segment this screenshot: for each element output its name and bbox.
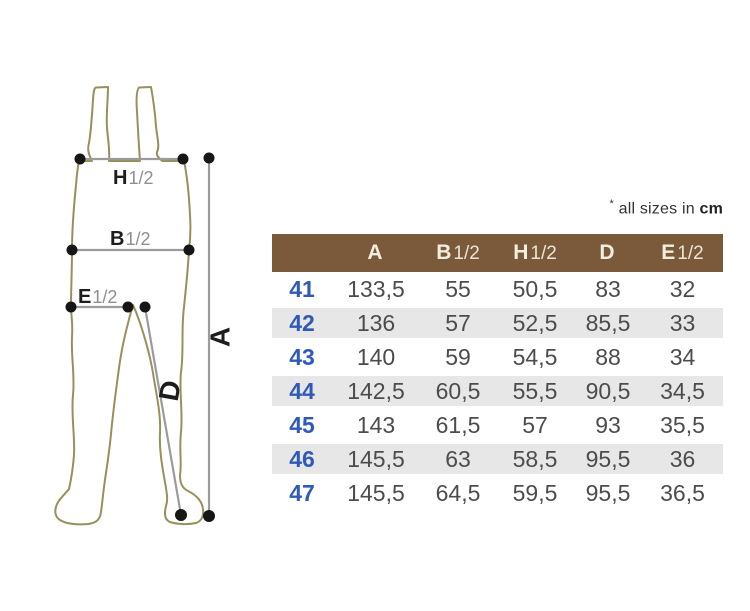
- header-cell-h: H 1/2: [513, 241, 557, 264]
- size-cell: 47: [289, 479, 315, 506]
- value-cell: 59: [445, 343, 471, 370]
- value-cell: 34,5: [660, 377, 705, 404]
- e-line-dot-right: [122, 301, 134, 313]
- value-cell: 63: [445, 445, 471, 472]
- value-cell: 36: [669, 445, 696, 472]
- value-cell: 140: [356, 343, 396, 370]
- value-cell: 85,5: [585, 309, 631, 336]
- value-cell: 33: [669, 309, 696, 336]
- table-row: 41 133,5 55 50,5 83 32: [272, 272, 723, 306]
- d-measure-line: [143, 306, 183, 516]
- e-line-dot-left: [65, 301, 77, 313]
- value-cell: 93: [595, 411, 621, 438]
- table-row: 45 143 61,5 57 93 35,5: [272, 408, 723, 442]
- units-note-text: all sizes in: [618, 200, 695, 218]
- value-cell: 136: [356, 309, 396, 336]
- h-measure-label: H1/2: [113, 167, 153, 189]
- header-cell-b: B 1/2: [436, 241, 480, 264]
- table-row: 47 145,5 64,5 59,5 95,5 36,5: [272, 476, 723, 510]
- size-table: A B 1/2 H 1/2 D E 1/2 41 133,5 55 50,5 83 32 42 13…: [272, 234, 723, 510]
- b-line-dot-right: [183, 244, 195, 256]
- size-cell: 42: [289, 309, 315, 336]
- table-row: 44 142,5 60,5 55,5 90,5 34,5: [272, 374, 723, 408]
- units-note-unit: cm: [699, 200, 723, 218]
- table-row: 46 145,5 63 58,5 95,5 36: [272, 442, 723, 476]
- value-cell: 54,5: [512, 343, 558, 370]
- value-cell: 50,5: [512, 275, 558, 302]
- value-cell: 60,5: [435, 377, 481, 404]
- table-row: 43 140 59 54,5 88 34: [272, 340, 723, 374]
- value-cell: 83: [595, 275, 621, 302]
- value-cell: 32: [669, 275, 696, 302]
- value-cell: 55,5: [512, 377, 558, 404]
- value-cell: 88: [595, 343, 621, 370]
- table-body: 41 133,5 55 50,5 83 32 42 136 57 52,5 85,5 33 43 140 5…: [272, 272, 723, 510]
- value-cell: 57: [445, 309, 471, 336]
- d-line-dot-bottom: [175, 509, 187, 521]
- value-cell: 58,5: [512, 445, 558, 472]
- value-cell: 57: [522, 411, 548, 438]
- value-cell: 90,5: [585, 377, 631, 404]
- value-cell: 35,5: [660, 411, 705, 438]
- size-cell: 43: [289, 343, 315, 370]
- value-cell: 95,5: [585, 445, 631, 472]
- a-line-dot-bottom: [203, 510, 215, 522]
- d-measure-label: D: [153, 378, 187, 403]
- size-cell: 45: [289, 411, 315, 438]
- a-measure-label: A: [204, 327, 235, 347]
- b-line-dot-left: [66, 244, 78, 256]
- table-header: A B 1/2 H 1/2 D E 1/2: [272, 234, 723, 272]
- value-cell: 143: [356, 411, 396, 438]
- d-line-dot-top: [139, 301, 151, 313]
- h-line-dot-right: [177, 153, 189, 165]
- b-measure-label: B1/2: [110, 228, 150, 250]
- a-line-dot-top: [203, 152, 215, 164]
- value-cell: 95,5: [585, 479, 631, 506]
- units-note: * all sizes in cm: [609, 198, 723, 218]
- value-cell: 55: [445, 275, 471, 302]
- value-cell: 59,5: [512, 479, 558, 506]
- value-cell: 52,5: [512, 309, 558, 336]
- e-measure-label: E1/2: [78, 286, 117, 308]
- asterisk: *: [609, 198, 614, 210]
- value-cell: 145,5: [347, 445, 405, 472]
- header-cell-d: D: [599, 241, 615, 264]
- header-cell-a: A: [367, 241, 383, 264]
- size-cell: 41: [289, 275, 315, 302]
- table-row: 42 136 57 52,5 85,5 33: [272, 306, 723, 340]
- header-cell-e: E 1/2: [661, 241, 704, 264]
- value-cell: 34: [669, 343, 696, 370]
- value-cell: 61,5: [435, 411, 481, 438]
- value-cell: 64,5: [435, 479, 481, 506]
- value-cell: 145,5: [347, 479, 405, 506]
- size-cell: 46: [289, 445, 315, 472]
- h-line-dot-left: [74, 153, 86, 165]
- value-cell: 142,5: [347, 377, 405, 404]
- value-cell: 133,5: [347, 275, 405, 302]
- size-cell: 44: [289, 377, 315, 404]
- value-cell: 36,5: [660, 479, 705, 506]
